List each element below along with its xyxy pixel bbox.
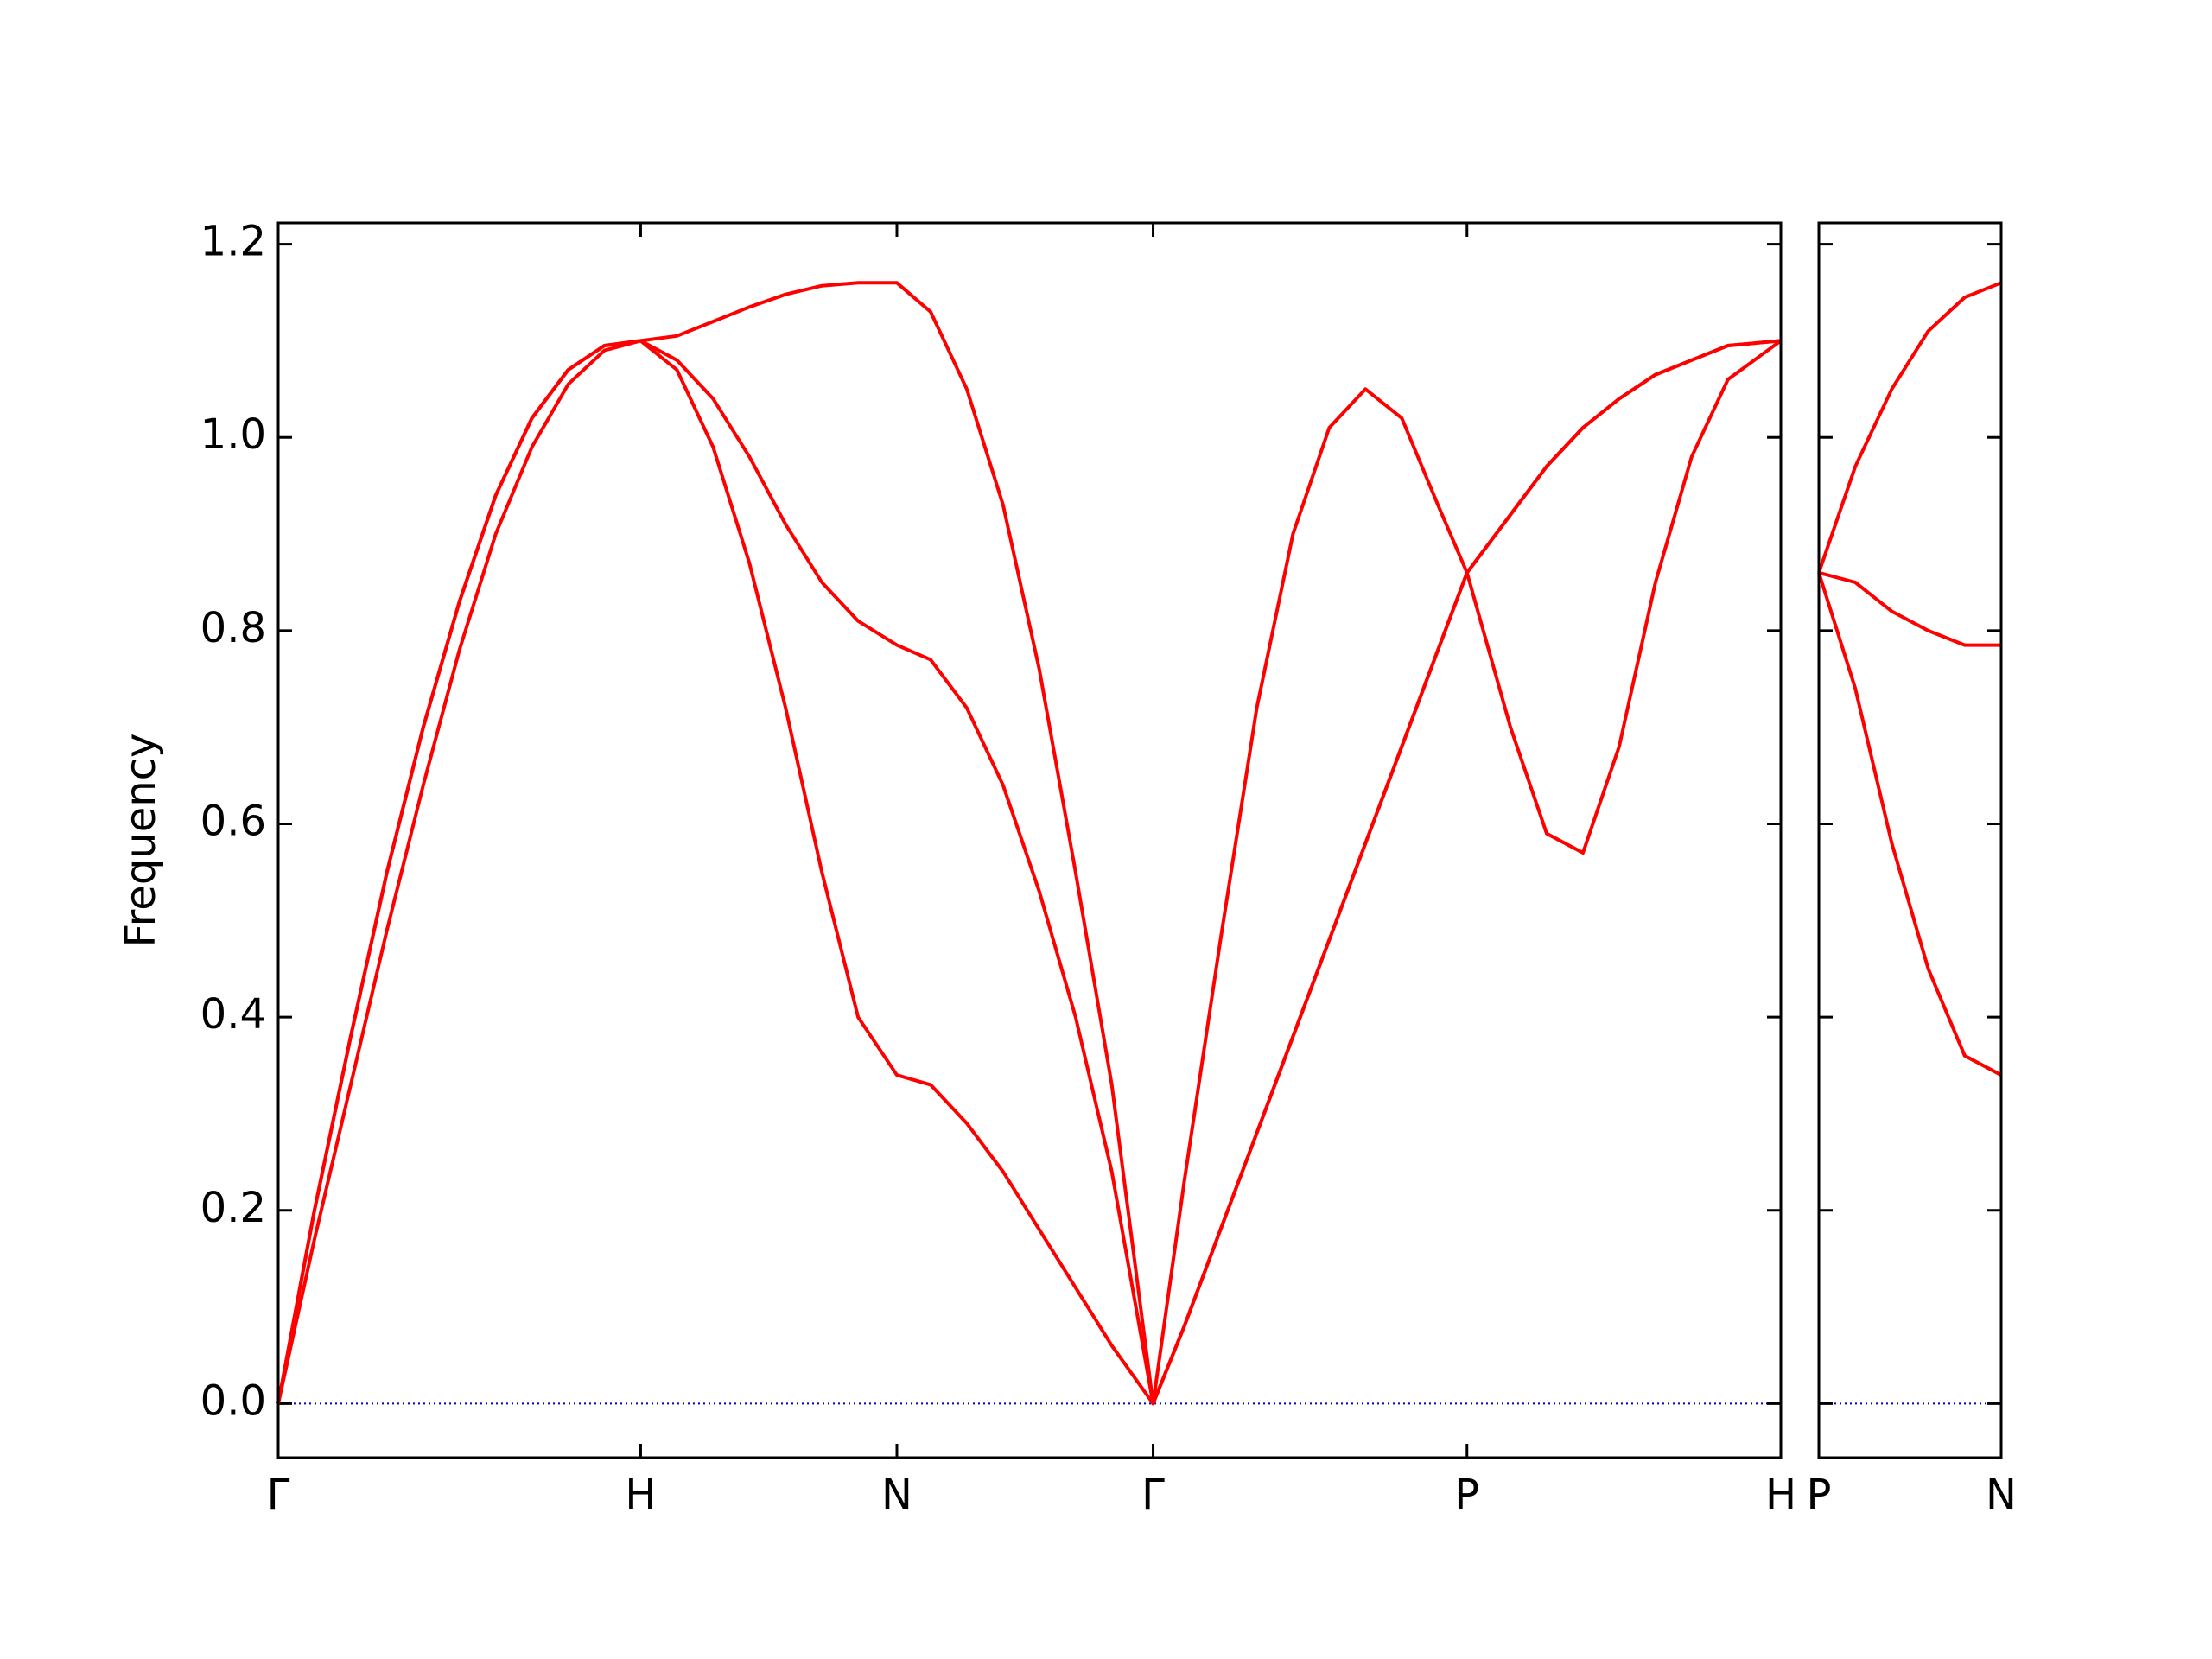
y-tick-label: 0.6	[200, 797, 266, 845]
band-line	[276, 281, 1783, 1406]
band-line	[1818, 570, 2001, 647]
y-tick-label: 1.0	[200, 410, 266, 459]
y-tick-label: 0.4	[200, 990, 266, 1039]
y-tick-label: 0.2	[200, 1184, 266, 1232]
x-tick-label: N	[1986, 1471, 2017, 1519]
band-line	[1817, 281, 2002, 574]
band-line	[276, 339, 1782, 1406]
x-tick-label: P	[1807, 1471, 1832, 1519]
plot-frame	[276, 221, 1783, 1459]
band-line	[276, 339, 1782, 1406]
x-tick-label: H	[1765, 1471, 1796, 1519]
y-tick-label: 0.8	[200, 604, 266, 652]
plot-frame	[1817, 221, 2003, 1459]
x-tick-label: Γ	[267, 1471, 290, 1519]
x-tick-label: P	[1454, 1471, 1479, 1519]
x-tick-label: H	[625, 1471, 656, 1519]
y-axis-label: Frequency	[117, 734, 165, 948]
x-tick-label: N	[881, 1471, 912, 1519]
x-tick-label: Γ	[1141, 1471, 1165, 1519]
band-line	[1817, 572, 2002, 1077]
y-tick-label: 0.0	[200, 1376, 266, 1425]
y-tick-label: 1.2	[200, 218, 266, 266]
